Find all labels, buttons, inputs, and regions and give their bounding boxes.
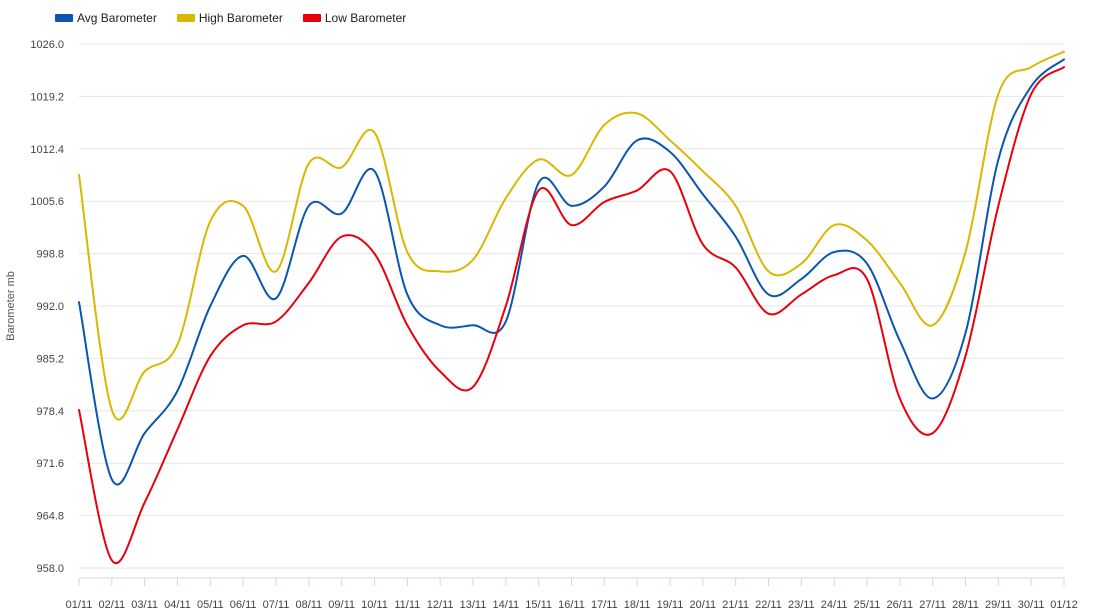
x-tick-label: 12/11: [427, 599, 454, 611]
y-tick-label: 964.8: [36, 511, 64, 523]
x-tick-label: 27/11: [919, 599, 946, 611]
y-tick-label: 1012.4: [30, 144, 64, 156]
x-tick-label: 16/11: [558, 599, 585, 611]
x-tick-label: 09/11: [328, 599, 355, 611]
x-tick-label: 17/11: [591, 599, 618, 611]
x-tick-label: 22/11: [755, 599, 782, 611]
x-tick-label: 01/12: [1050, 599, 1078, 611]
legend-swatch: [176, 14, 195, 22]
legend-label: Low Barometer: [324, 11, 407, 25]
grid-layer: [79, 43, 1064, 569]
y-tick-label: 1026.0: [30, 39, 64, 51]
x-tick-label: 03/11: [131, 599, 158, 611]
y-axis: 958.0 964.8 971.6 978.4 985.2 992.0 998.8 1005.…: [30, 39, 64, 575]
series-line-avg-barometer[interactable]: [78, 58, 1065, 486]
y-tick-label: 985.2: [36, 353, 64, 365]
x-tick-label: 06/11: [230, 599, 257, 611]
y-tick-label: 1005.6: [30, 196, 64, 208]
legend-label: Avg Barometer: [77, 11, 157, 25]
x-tick-label: 19/11: [657, 599, 684, 611]
legend-swatch: [302, 14, 321, 22]
x-tick-label: 15/11: [525, 599, 552, 611]
y-tick-label: 971.6: [36, 458, 64, 470]
x-tick-label: 21/11: [722, 599, 749, 611]
series-line-high-barometer[interactable]: [78, 50, 1065, 421]
legend-label: High Barometer: [198, 11, 283, 25]
y-axis-title: Barometer mb: [5, 271, 17, 341]
x-tick-label: 24/11: [821, 599, 848, 611]
x-tick-label: 05/11: [197, 599, 224, 611]
y-tick-label: 958.0: [36, 563, 64, 575]
y-tick-label: 998.8: [36, 249, 64, 261]
legend-item[interactable]: Low Barometer: [302, 11, 407, 25]
legend-item[interactable]: High Barometer: [176, 11, 283, 25]
x-tick-label: 14/11: [492, 599, 519, 611]
legend-item[interactable]: Avg Barometer: [55, 11, 157, 25]
x-tick-label: 08/11: [295, 599, 322, 611]
x-tick-label: 28/11: [952, 599, 979, 611]
x-tick-label: 07/11: [263, 599, 290, 611]
y-tick-label: 978.4: [36, 406, 64, 418]
x-tick-label: 04/11: [164, 599, 191, 611]
x-tick-label: 18/11: [624, 599, 651, 611]
x-tick-label: 20/11: [689, 599, 716, 611]
series-layer: [78, 50, 1065, 565]
legend-swatch: [55, 14, 73, 22]
x-tick-label: 11/11: [394, 599, 420, 611]
y-tick-label: 1019.2: [30, 91, 64, 103]
chart-legend: Avg Barometer High Barometer Low Barometer: [55, 11, 406, 25]
x-tick-label: 25/11: [854, 599, 881, 611]
x-tick-label: 23/11: [788, 599, 815, 611]
series-line-low-barometer[interactable]: [78, 66, 1065, 565]
x-tick-label: 30/11: [1018, 599, 1045, 611]
x-tick-label: 02/11: [98, 599, 125, 611]
y-tick-label: 992.0: [36, 301, 64, 313]
x-tick-label: 13/11: [460, 599, 487, 611]
x-tick-label: 29/11: [985, 599, 1012, 611]
x-tick-label: 01/11: [66, 599, 93, 611]
x-tick-label: 10/11: [361, 599, 388, 611]
x-tick-label: 26/11: [886, 599, 913, 611]
x-axis: 01/11 02/11 03/11 04/11 05/11 06/11 07/11 08/11…: [66, 577, 1078, 611]
